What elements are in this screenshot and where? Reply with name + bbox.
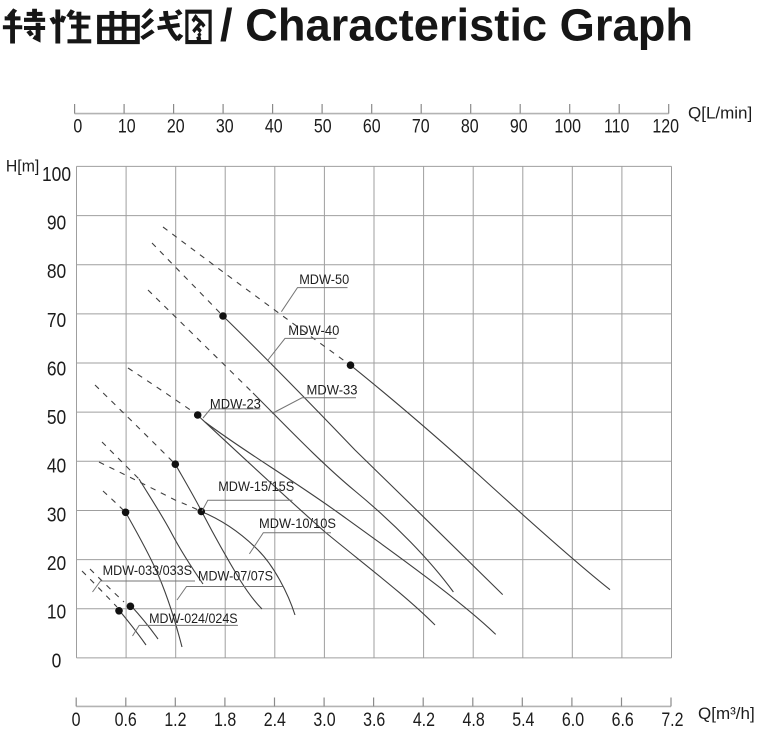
svg-text:MDW-23: MDW-23 [210, 396, 261, 412]
svg-text:7.2: 7.2 [661, 709, 683, 731]
svg-text:MDW-40: MDW-40 [288, 322, 339, 338]
svg-text:MDW-33: MDW-33 [307, 382, 358, 398]
svg-text:1.8: 1.8 [214, 709, 236, 731]
svg-text:4.2: 4.2 [413, 709, 435, 731]
svg-text:10: 10 [47, 601, 66, 623]
svg-text:100: 100 [554, 115, 581, 137]
svg-text:20: 20 [167, 115, 185, 137]
svg-text:Q[L/min]: Q[L/min] [688, 104, 752, 123]
svg-text:2.4: 2.4 [264, 709, 286, 731]
svg-text:MDW-033/033S: MDW-033/033S [103, 562, 193, 578]
svg-text:3.6: 3.6 [363, 709, 385, 731]
svg-text:MDW-15/15S: MDW-15/15S [218, 478, 294, 494]
svg-text:H[m]: H[m] [6, 157, 39, 176]
svg-text:100: 100 [42, 163, 71, 185]
svg-text:0: 0 [73, 115, 82, 137]
svg-text:6.0: 6.0 [562, 709, 584, 731]
svg-text:50: 50 [314, 115, 332, 137]
svg-text:120: 120 [652, 115, 679, 137]
svg-text:1.2: 1.2 [164, 709, 186, 731]
svg-text:0.6: 0.6 [115, 709, 137, 731]
svg-text:80: 80 [47, 260, 66, 282]
svg-text:MDW-024/024S: MDW-024/024S [149, 610, 238, 626]
svg-text:Q[m³/h]: Q[m³/h] [698, 704, 755, 723]
svg-text:40: 40 [47, 455, 66, 477]
svg-text:10: 10 [118, 115, 136, 137]
svg-text:90: 90 [510, 115, 528, 137]
svg-text:60: 60 [363, 115, 381, 137]
svg-text:80: 80 [461, 115, 479, 137]
svg-text:/ Characteristic Graph: / Characteristic Graph [220, 0, 693, 51]
svg-text:50: 50 [47, 406, 66, 428]
svg-text:4.8: 4.8 [463, 709, 485, 731]
svg-text:110: 110 [604, 115, 630, 137]
svg-text:70: 70 [412, 115, 430, 137]
svg-text:MDW-50: MDW-50 [299, 271, 349, 287]
svg-text:40: 40 [265, 115, 283, 137]
svg-text:6.6: 6.6 [612, 709, 634, 731]
svg-text:60: 60 [47, 357, 66, 379]
svg-text:30: 30 [216, 115, 234, 137]
svg-text:3.0: 3.0 [313, 709, 335, 731]
svg-text:5.4: 5.4 [512, 709, 534, 731]
svg-text:MDW-10/10S: MDW-10/10S [259, 515, 336, 531]
svg-text:20: 20 [47, 552, 66, 574]
svg-text:MDW-07/07S: MDW-07/07S [198, 568, 273, 584]
svg-text:0: 0 [72, 709, 81, 731]
svg-text:30: 30 [47, 503, 66, 525]
svg-text:90: 90 [47, 211, 66, 233]
svg-text:70: 70 [47, 309, 66, 331]
svg-text:0: 0 [52, 649, 62, 671]
